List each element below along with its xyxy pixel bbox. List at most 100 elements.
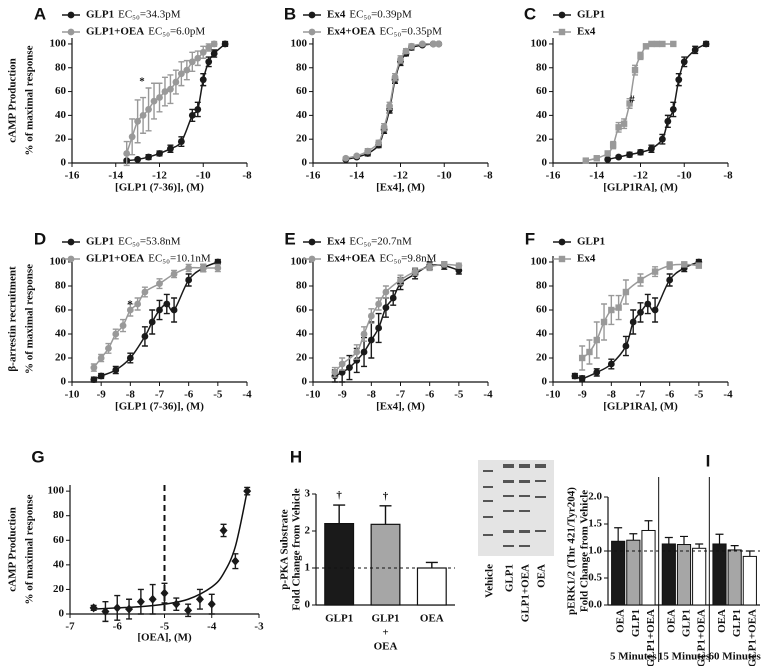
data-point bbox=[642, 43, 650, 50]
x-tick-label: OEA bbox=[665, 609, 677, 633]
data-point bbox=[101, 607, 110, 617]
data-point bbox=[380, 123, 388, 131]
x-tick-label: -10 bbox=[306, 389, 321, 401]
blot-lane-label: OEA bbox=[536, 564, 548, 588]
data-point bbox=[119, 322, 127, 329]
data-point bbox=[145, 106, 152, 113]
x-tick-label: -6 bbox=[665, 389, 675, 401]
data-point bbox=[608, 306, 615, 314]
fit-curve bbox=[334, 263, 459, 373]
data-point bbox=[156, 306, 163, 314]
x-tick-label: GLP1 bbox=[630, 609, 642, 637]
legend-marker bbox=[558, 11, 566, 19]
blot-lane-label: Vehicle bbox=[484, 564, 496, 598]
y-tick-label: 20 bbox=[55, 352, 67, 364]
significance-mark: † bbox=[336, 490, 342, 502]
y-tick-label: 60 bbox=[296, 304, 308, 316]
data-point bbox=[185, 276, 193, 284]
y-tick-label: 20 bbox=[536, 352, 548, 364]
y-tick-label: 1.0 bbox=[588, 545, 602, 557]
data-point bbox=[177, 70, 185, 78]
y-tick-label: 20 bbox=[296, 133, 308, 145]
data-point bbox=[609, 141, 617, 149]
data-point bbox=[664, 117, 672, 125]
data-point bbox=[620, 120, 628, 127]
data-point bbox=[194, 54, 202, 62]
data-point bbox=[375, 139, 383, 147]
data-point bbox=[160, 588, 169, 598]
data-point bbox=[666, 276, 674, 284]
data-point bbox=[604, 156, 612, 163]
data-point bbox=[578, 375, 586, 382]
legend-marker bbox=[308, 11, 316, 19]
data-point bbox=[167, 145, 174, 153]
y-tick-label: 100 bbox=[50, 256, 67, 268]
data-point bbox=[134, 156, 142, 163]
x-axis-label: [Ex4], (M) bbox=[376, 401, 425, 413]
data-point bbox=[666, 262, 673, 269]
x-axis-label: [Ex4], (M) bbox=[376, 182, 425, 194]
data-point bbox=[172, 78, 180, 86]
data-point bbox=[183, 66, 191, 74]
x-tick-label: -8 bbox=[483, 170, 493, 182]
legend-label: GLP1 bbox=[86, 9, 114, 21]
x-tick-label: -4 bbox=[723, 389, 733, 401]
legend-ec50: EC₅₀=53.8nM bbox=[118, 236, 181, 248]
data-point bbox=[386, 102, 393, 110]
y-tick-label: 2 bbox=[305, 525, 311, 537]
data-point bbox=[367, 312, 375, 320]
data-point bbox=[389, 294, 397, 302]
y-tick-label: 20 bbox=[55, 133, 67, 145]
y-tick-label: 60 bbox=[55, 85, 67, 97]
data-point bbox=[669, 106, 677, 113]
y-tick-label: 0 bbox=[542, 376, 548, 388]
y-axis-label: β-arrestin recruitment bbox=[7, 266, 19, 372]
fit-curve bbox=[93, 261, 219, 381]
data-point bbox=[622, 342, 630, 350]
legend-ec50: EC₅₀=10.1nM bbox=[148, 253, 211, 265]
data-point bbox=[134, 117, 142, 125]
legend-marker bbox=[67, 238, 75, 246]
y-axis-label: cAMP Production bbox=[7, 58, 19, 142]
legend-marker bbox=[308, 238, 316, 246]
y-tick-label: 100 bbox=[291, 37, 308, 49]
x-tick-label: -4 bbox=[207, 621, 217, 633]
y-tick-label: 40 bbox=[536, 109, 548, 121]
data-point bbox=[604, 150, 611, 157]
data-point bbox=[695, 262, 703, 269]
legend-label: Ex4 bbox=[577, 26, 596, 38]
data-point bbox=[626, 100, 633, 107]
panel-letter: D bbox=[34, 229, 46, 248]
data-point bbox=[578, 354, 586, 362]
x-tick-label: OEA bbox=[420, 613, 444, 625]
data-point bbox=[600, 318, 608, 326]
panel-letter: F bbox=[525, 229, 535, 248]
data-point bbox=[105, 345, 112, 352]
fit-curve bbox=[574, 261, 700, 380]
x-axis-label: [OEA], (M) bbox=[137, 632, 192, 644]
data-point bbox=[455, 262, 463, 269]
y-tick-label: 0 bbox=[59, 608, 65, 620]
data-point bbox=[128, 133, 136, 141]
legend-label: GLP1 bbox=[577, 236, 605, 248]
legend-label: GLP1 bbox=[86, 236, 114, 248]
x-tick-label: -4 bbox=[242, 389, 252, 401]
data-point bbox=[89, 603, 98, 613]
x-axis-label: [GLP1RA], (M) bbox=[603, 401, 678, 413]
data-point bbox=[593, 369, 601, 376]
data-point bbox=[134, 300, 142, 308]
panel-letter: C bbox=[524, 4, 536, 23]
data-point bbox=[651, 268, 659, 275]
blot-background bbox=[478, 460, 554, 556]
data-point bbox=[702, 40, 710, 48]
data-point bbox=[112, 330, 120, 338]
bar bbox=[727, 549, 742, 606]
x-tick-label: -9 bbox=[97, 389, 107, 401]
data-point bbox=[156, 280, 163, 287]
data-point bbox=[145, 153, 152, 161]
y-axis-label: % of maximal response bbox=[24, 45, 36, 155]
data-point bbox=[172, 599, 181, 609]
x-axis-label: [GLP1 (7-36)], (M) bbox=[115, 182, 204, 194]
y-tick-label: 40 bbox=[55, 109, 67, 121]
